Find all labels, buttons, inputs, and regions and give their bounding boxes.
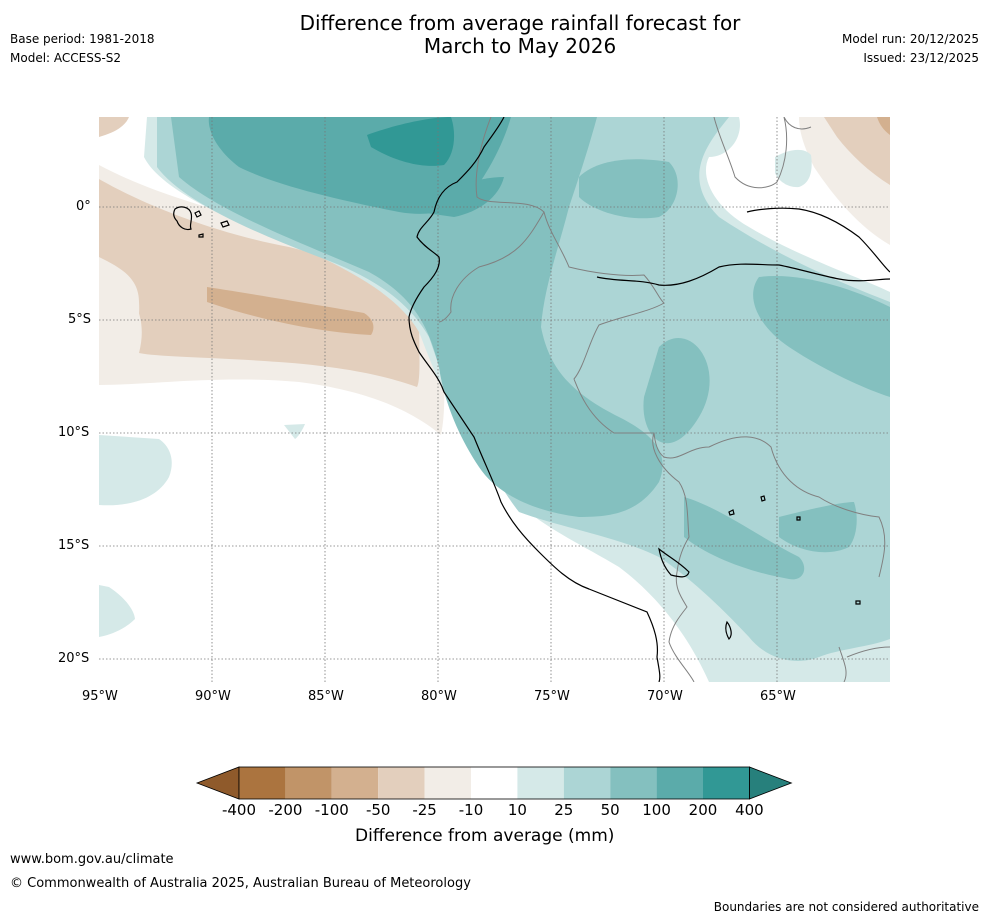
colorbar-tick-label: 400 xyxy=(735,801,764,819)
map-title-line2: March to May 2026 xyxy=(423,34,617,58)
coastline xyxy=(173,117,890,682)
lat-label-10s: 10°S xyxy=(58,425,90,440)
map-title: Difference from average rainfall forecas… xyxy=(0,12,988,58)
colorbar-segment xyxy=(378,767,425,799)
colorbar-segment xyxy=(517,767,564,799)
colorbar-segment xyxy=(563,767,611,799)
lat-label-0: 0° xyxy=(76,199,91,214)
disclaimer-text: Boundaries are not considered authoritat… xyxy=(713,900,979,914)
map-title-line1: Difference from average rainfall forecas… xyxy=(299,11,741,35)
lon-label-95w: 95°W xyxy=(82,689,118,704)
colorbar-segment xyxy=(610,767,657,799)
country-borders xyxy=(438,117,890,682)
colorbar-segment xyxy=(656,767,703,799)
colorbar-tick-label: 50 xyxy=(600,801,620,819)
colorbar-segment xyxy=(331,767,379,799)
colorbar xyxy=(195,766,793,800)
colorbar-tick-label: 100 xyxy=(642,801,671,819)
colorbar-tick-label: -25 xyxy=(412,801,437,819)
wet-anomaly-region xyxy=(99,117,890,682)
colorbar-segment xyxy=(424,767,471,799)
model-run-label: Model run: 20/12/2025 xyxy=(841,32,979,46)
lon-label-70w: 70°W xyxy=(647,689,683,704)
colorbar-tick-label: 200 xyxy=(688,801,718,819)
lon-label-80w: 80°W xyxy=(421,689,457,704)
lon-label-90w: 90°W xyxy=(195,689,231,704)
colorbar-segment xyxy=(239,767,286,799)
dry-anomaly-region xyxy=(99,117,890,435)
website-link[interactable]: www.bom.gov.au/climate xyxy=(10,852,174,867)
copyright-text: © Commonwealth of Australia 2025, Austra… xyxy=(10,876,471,891)
lon-label-65w: 65°W xyxy=(760,689,796,704)
colorbar-tick-label: -400 xyxy=(221,801,257,819)
lon-label-85w: 85°W xyxy=(308,689,344,704)
issued-label: Issued: 23/12/2025 xyxy=(863,51,979,65)
lat-label-5s: 5°S xyxy=(68,312,92,327)
base-period-label: Base period: 1981-2018 xyxy=(10,32,155,46)
colorbar-outline xyxy=(238,766,750,800)
colorbar-tick-label: -100 xyxy=(314,801,349,819)
rainfall-anomaly-map xyxy=(99,117,890,682)
model-label: Model: ACCESS-S2 xyxy=(10,51,122,65)
map-gridlines xyxy=(99,117,890,682)
colorbar-segment xyxy=(703,767,750,799)
colorbar-segment xyxy=(285,767,332,799)
colorbar-arrow-low xyxy=(195,766,240,800)
colorbar-tick-label: 10 xyxy=(507,801,527,819)
lon-label-75w: 75°W xyxy=(534,689,570,704)
lat-label-20s: 20°S xyxy=(58,651,90,666)
colorbar-tick-label: -50 xyxy=(365,801,391,819)
colorbar-tick-label: 25 xyxy=(554,801,574,819)
colorbar-title: Difference from average (mm) xyxy=(355,826,615,846)
lat-label-15s: 15°S xyxy=(58,538,90,553)
colorbar-arrow-high xyxy=(749,766,793,800)
colorbar-tick-label: -10 xyxy=(458,801,484,819)
colorbar-segment xyxy=(471,767,518,799)
colorbar-tick-label: -200 xyxy=(268,801,303,819)
